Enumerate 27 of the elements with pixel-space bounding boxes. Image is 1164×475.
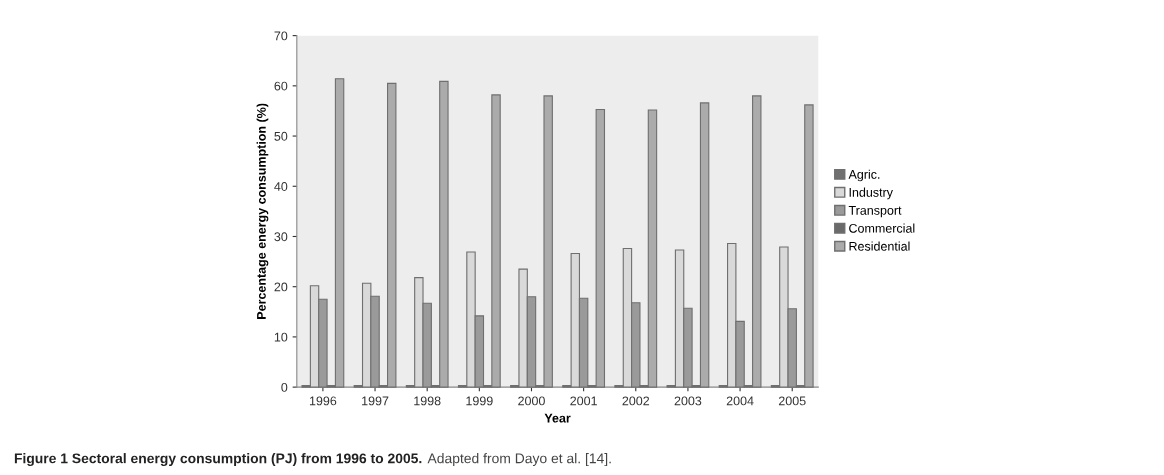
- x-tick-label: 1996: [309, 396, 337, 406]
- x-tick-label: 2003: [674, 396, 702, 406]
- y-tick-label: 70: [274, 31, 288, 41]
- y-tick-label: 40: [274, 182, 288, 191]
- y-tick-label: 30: [274, 232, 288, 242]
- y-tick-label: 50: [274, 131, 288, 141]
- legend-label: Agric.: [848, 169, 880, 182]
- x-tick-label: 1999: [466, 396, 493, 406]
- x-tick-label: 2002: [622, 396, 650, 406]
- y-tick-label: 60: [274, 81, 288, 91]
- x-tick-label: 2000: [518, 396, 545, 406]
- legend-label: Residential: [849, 241, 910, 251]
- x-tick-label: 2005: [778, 396, 806, 406]
- legend-label: Commercial: [849, 223, 915, 233]
- x-tick-label: 2004: [726, 396, 754, 406]
- x-tick-label: 2001: [570, 396, 597, 406]
- x-tick-label: 1998: [414, 396, 441, 406]
- y-tick-label: 10: [274, 332, 288, 342]
- caption: Figure 1 Sectoral energy consumption (PJ) from 1996 to 2005.: [14, 453, 422, 467]
- x-tick-label: 1997: [362, 396, 389, 406]
- x-axis-title: Year: [544, 413, 571, 423]
- y-tick-label: 0: [281, 382, 288, 392]
- legend-label: Transport: [848, 206, 902, 218]
- y-axis-title: Percentage energy consumption (%): [256, 103, 269, 319]
- legend-label: Industry: [849, 187, 893, 200]
- y-tick-label: 20: [274, 282, 288, 292]
- text: Adapted from Dayo et al. [14].: [427, 453, 611, 467]
